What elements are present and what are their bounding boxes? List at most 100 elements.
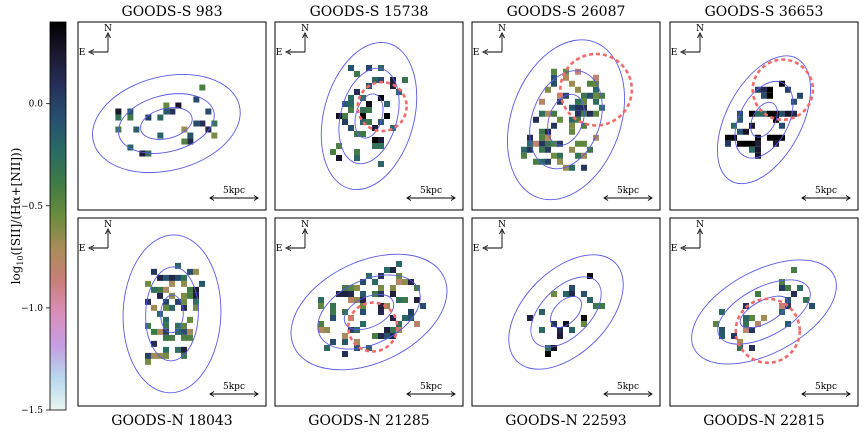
spaxel (348, 125, 354, 131)
panel-frame (669, 217, 859, 407)
outflow-region-circle (356, 80, 408, 133)
spaxel (145, 298, 151, 305)
arrow-head-icon (406, 391, 412, 397)
spaxel (342, 291, 348, 297)
arrow-head-icon (481, 245, 489, 251)
spaxel (779, 303, 785, 309)
spaxel (791, 267, 797, 273)
spaxel (731, 122, 737, 129)
spaxel (755, 146, 761, 153)
spaxel (396, 89, 402, 95)
arrow-head-icon (284, 245, 292, 251)
spaxel (551, 140, 557, 147)
panel-content (290, 253, 448, 371)
spaxel (569, 80, 575, 87)
spaxel (791, 98, 797, 105)
spaxel (163, 304, 169, 311)
spaxel (761, 315, 767, 321)
spaxel (725, 140, 731, 147)
spaxel (211, 132, 218, 139)
spaxel (163, 274, 169, 281)
panel-title: GOODS-N 21285 (308, 413, 429, 429)
arrow-head-icon (845, 195, 851, 201)
spaxel (569, 164, 575, 171)
arrow-head-icon (679, 49, 687, 55)
spaxel (360, 107, 366, 113)
spaxel (563, 321, 569, 327)
spaxel (366, 65, 372, 71)
spaxel (587, 92, 593, 99)
spaxel (127, 108, 134, 115)
spaxel (163, 352, 169, 359)
isophote-ellipse (734, 81, 794, 159)
isophote-ellipse (338, 67, 400, 165)
spaxel (378, 285, 384, 291)
spaxel (539, 158, 545, 165)
spaxel (545, 134, 551, 141)
spaxel (575, 140, 581, 147)
spaxel (539, 134, 545, 141)
arrow-head-icon (302, 227, 308, 235)
compass-east-label: E (473, 244, 480, 254)
spaxel (163, 316, 169, 323)
spaxel (551, 74, 557, 81)
isophote-ellipse (547, 93, 585, 146)
scale-bar-label: 5kpc (223, 186, 245, 196)
arrow-head-icon (87, 245, 95, 251)
spaxel (390, 315, 396, 321)
spaxel (348, 65, 354, 71)
compass-east-label: E (671, 48, 678, 58)
spaxel (366, 273, 372, 279)
spaxel (378, 65, 384, 71)
spaxel (151, 328, 157, 335)
spaxel (803, 297, 809, 303)
spaxel (527, 315, 533, 321)
spaxel (575, 86, 581, 93)
spaxel (593, 98, 599, 105)
spaxel (749, 110, 755, 117)
isophote-ellipse (750, 101, 778, 138)
spaxel (761, 92, 767, 99)
panel-title: GOODS-S 36653 (705, 4, 824, 20)
spaxel (318, 303, 324, 309)
spaxel (169, 304, 175, 311)
spaxel (521, 152, 527, 159)
spaxel (187, 132, 194, 139)
spaxel (372, 77, 378, 83)
spaxel (420, 303, 426, 309)
isophote-ellipse (290, 253, 448, 371)
spaxel (533, 116, 539, 123)
isophote-ellipse (317, 274, 421, 350)
spaxel (737, 339, 743, 345)
outflow-region-circle (559, 52, 634, 127)
spaxel (127, 114, 134, 121)
spaxel (743, 128, 749, 135)
compass-north-label: N (301, 24, 309, 34)
spaxel (587, 146, 593, 153)
spaxel (378, 143, 384, 149)
spaxel (175, 102, 182, 109)
arrow-head-icon (679, 245, 687, 251)
arrow-head-icon (209, 391, 215, 397)
spaxel (193, 286, 199, 293)
colorbar-label: log10([SII]/(Hα+[NII])) (9, 148, 25, 285)
spaxel (719, 333, 725, 339)
spaxel (593, 80, 599, 87)
colorbar-strip (49, 21, 67, 411)
spaxel (354, 71, 360, 77)
spaxel (187, 316, 193, 323)
arrow-head-icon (87, 49, 95, 55)
spaxel (330, 149, 336, 155)
spaxel (354, 285, 360, 291)
spaxel (581, 92, 587, 99)
spaxel (557, 327, 563, 333)
spaxel (569, 291, 575, 297)
spaxel (187, 334, 193, 341)
spaxel (569, 327, 575, 333)
spaxel (396, 327, 402, 333)
panel: GOODS-S 983 N E 5kpc (77, 4, 267, 211)
arrow-head-icon (603, 391, 609, 397)
spaxel (354, 339, 360, 345)
spaxel (767, 134, 773, 141)
spaxel (151, 340, 157, 347)
